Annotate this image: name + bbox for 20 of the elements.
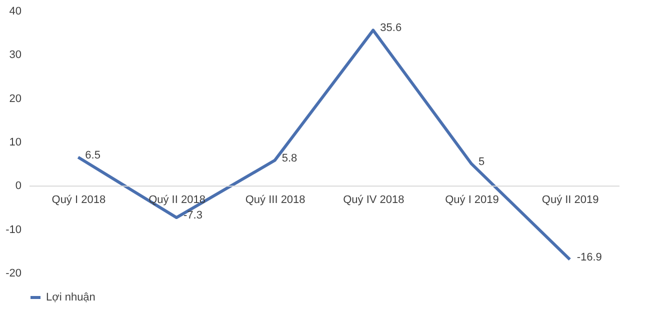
y-tick-label: 30 bbox=[9, 49, 22, 62]
x-tick-label: Quý II 2019 bbox=[542, 194, 599, 206]
data-label: -16.9 bbox=[576, 251, 602, 264]
x-tick-label: Quý I 2019 bbox=[445, 194, 499, 206]
x-tick-label: Quý IV 2018 bbox=[343, 194, 404, 206]
y-tick-label: 40 bbox=[9, 6, 22, 18]
x-tick-label: Quý II 2018 bbox=[148, 194, 206, 206]
data-label: 35.6 bbox=[380, 22, 402, 34]
data-label: -7.3 bbox=[184, 210, 202, 222]
data-label: 6.5 bbox=[85, 149, 100, 162]
x-tick-label: Quý I 2018 bbox=[52, 194, 106, 206]
y-tick-label: 0 bbox=[15, 180, 22, 192]
y-tick-label: -20 bbox=[6, 268, 22, 280]
y-tick-label: 20 bbox=[9, 92, 22, 105]
data-label: 5.8 bbox=[282, 152, 298, 164]
x-tick-label: Quý III 2018 bbox=[245, 194, 306, 206]
legend-label: Lợi nhuận bbox=[46, 292, 96, 304]
y-tick-label: -10 bbox=[6, 224, 22, 236]
y-tick-label: 10 bbox=[9, 136, 22, 148]
data-label: 5 bbox=[478, 156, 485, 168]
